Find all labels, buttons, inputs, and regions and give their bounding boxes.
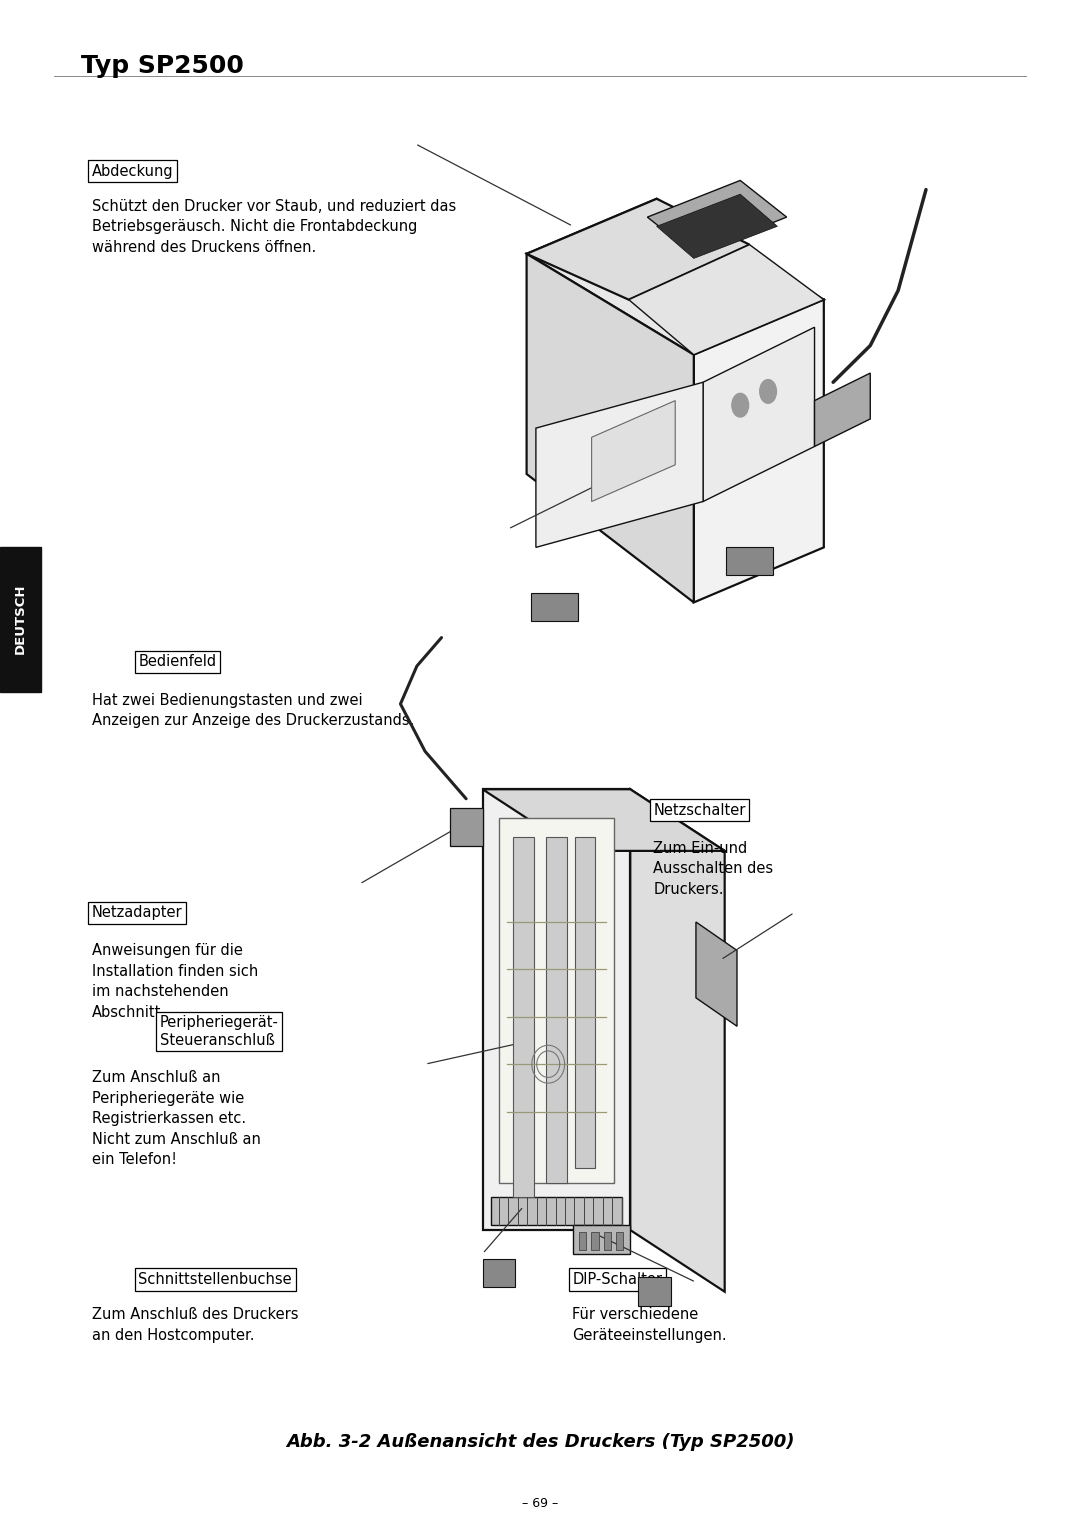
Polygon shape: [703, 327, 814, 502]
Polygon shape: [616, 1232, 623, 1251]
Polygon shape: [579, 1232, 586, 1251]
Polygon shape: [531, 593, 578, 621]
Text: Zum Ein-und
Ausschalten des
Druckers.: Zum Ein-und Ausschalten des Druckers.: [653, 841, 773, 896]
Polygon shape: [814, 373, 870, 446]
Polygon shape: [647, 180, 786, 254]
Polygon shape: [499, 818, 613, 1183]
Polygon shape: [483, 789, 631, 1229]
Polygon shape: [629, 245, 824, 355]
FancyBboxPatch shape: [0, 547, 41, 691]
Polygon shape: [483, 1258, 515, 1287]
Polygon shape: [657, 194, 778, 258]
Text: Abb. 3-2 Außenansicht des Druckers (Typ SP2500): Abb. 3-2 Außenansicht des Druckers (Typ …: [286, 1433, 794, 1451]
Polygon shape: [527, 254, 693, 602]
Polygon shape: [536, 382, 703, 547]
Text: Zum Anschluß an
Peripheriegeräte wie
Registrierkassen etc.
Nicht zum Anschluß an: Zum Anschluß an Peripheriegeräte wie Reg…: [92, 1070, 260, 1167]
Circle shape: [759, 379, 777, 404]
Polygon shape: [575, 836, 595, 1168]
Polygon shape: [592, 401, 675, 502]
Text: Bedienfeld: Bedienfeld: [138, 654, 216, 670]
Text: Anweisungen für die
Installation finden sich
im nachstehenden
Abschnitt.: Anweisungen für die Installation finden …: [92, 943, 258, 1020]
Polygon shape: [572, 1225, 631, 1254]
Polygon shape: [513, 836, 534, 1197]
Text: Typ SP2500: Typ SP2500: [81, 54, 244, 78]
Polygon shape: [592, 1232, 598, 1251]
Polygon shape: [693, 300, 824, 602]
Text: DEUTSCH: DEUTSCH: [14, 584, 27, 654]
Polygon shape: [449, 809, 483, 846]
Text: Hat zwei Bedienungstasten und zwei
Anzeigen zur Anzeige des Druckerzustands.: Hat zwei Bedienungstasten und zwei Anzei…: [92, 693, 414, 728]
Text: Netzadapter: Netzadapter: [92, 905, 183, 920]
Text: DIP-Schalter: DIP-Schalter: [572, 1272, 662, 1287]
Polygon shape: [527, 199, 750, 300]
Polygon shape: [483, 789, 725, 850]
Text: – 69 –: – 69 –: [522, 1497, 558, 1509]
Polygon shape: [638, 1277, 672, 1306]
Polygon shape: [696, 922, 737, 1026]
Polygon shape: [604, 1232, 611, 1251]
Polygon shape: [527, 199, 824, 355]
Polygon shape: [546, 836, 567, 1183]
Text: Zum Anschluß des Druckers
an den Hostcomputer.: Zum Anschluß des Druckers an den Hostcom…: [92, 1307, 298, 1342]
Polygon shape: [726, 547, 772, 575]
Text: Schützt den Drucker vor Staub, und reduziert das
Betriebsgeräusch. Nicht die Fro: Schützt den Drucker vor Staub, und reduz…: [92, 199, 456, 254]
Circle shape: [732, 393, 748, 417]
Polygon shape: [631, 789, 725, 1292]
Text: Für verschiedene
Geräteeinstellungen.: Für verschiedene Geräteeinstellungen.: [572, 1307, 727, 1342]
Text: Peripheriegerät-
Steueranschluß: Peripheriegerät- Steueranschluß: [160, 1015, 279, 1047]
Text: Abdeckung: Abdeckung: [92, 164, 174, 179]
Text: Netzschalter: Netzschalter: [653, 803, 746, 818]
Polygon shape: [490, 1197, 622, 1225]
Text: Schnittstellenbuchse: Schnittstellenbuchse: [138, 1272, 292, 1287]
